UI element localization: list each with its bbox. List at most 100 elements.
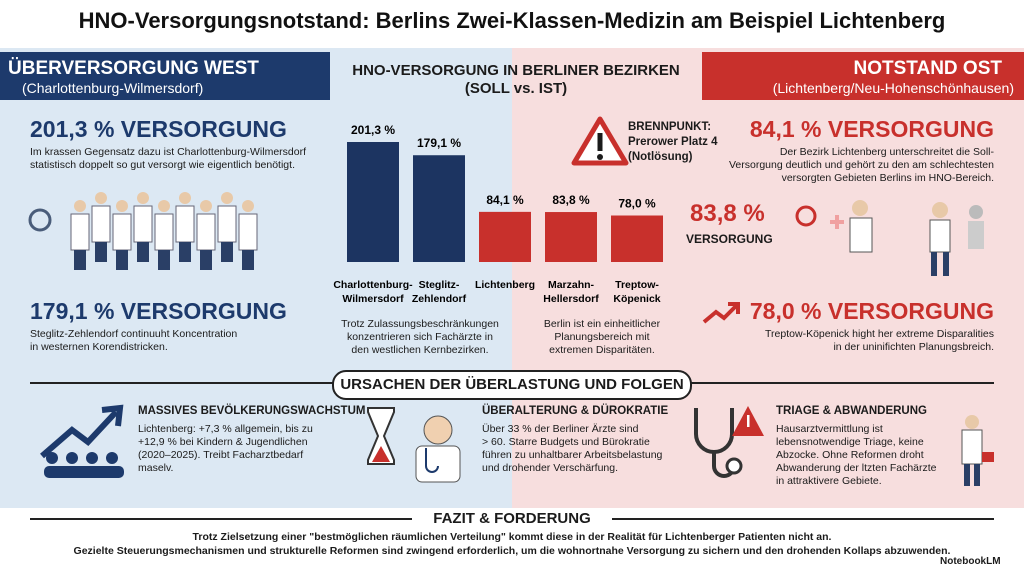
text-line: Der Bezirk Lichtenberg unterschreitet di… (779, 146, 994, 158)
value-label: 179,1 % (417, 136, 461, 150)
category-label: Treptow- (615, 279, 659, 291)
text-line: Planungsbereich mit (554, 331, 650, 343)
doctor-head (179, 192, 191, 204)
doctor-coat (217, 205, 237, 243)
bar (413, 155, 465, 262)
doctor-head (242, 200, 254, 212)
cause2-text: Über 33 % der Berliner Ärzte sind > 60. S… (482, 423, 662, 475)
doctor-legs (116, 250, 128, 270)
text-line: und drohender Verschärfung. (482, 462, 619, 474)
text-line: Gezielte Steuerungsmechanismen und struk… (73, 545, 951, 557)
category-label: Lichtenberg (475, 279, 535, 291)
west-subheading: (Charlottenburg-Wilmersdorf) (22, 80, 204, 96)
text-line: Trotz Zielsetzung einer "bestmöglichen r… (192, 531, 832, 543)
east-stat2-value: 83,8 % (690, 200, 765, 227)
bar (347, 142, 399, 262)
text-line: Lichtenberg: +7,3 % allgemein, bis zu (138, 423, 313, 435)
text-line: Prerower Platz 4 (628, 136, 718, 148)
value-label: 84,1 % (486, 193, 524, 207)
doctor-head (95, 192, 107, 204)
text-line: BRENNPUNKT: (628, 121, 712, 133)
west-header-bg (0, 52, 330, 100)
east-heading: NOTSTAND OST (853, 58, 1002, 79)
value-label: 83,8 % (552, 193, 590, 207)
page-title: HNO-Versorgungsnotstand: Berlins Zwei-Kl… (78, 8, 946, 33)
text-line: statistisch doppelt so gut versorgt wie … (30, 159, 295, 171)
brand: NotebookLM (940, 556, 1001, 567)
text-line: Hausarztvermittlung ist (776, 423, 883, 435)
text-line: in attraktivere Gebiete. (776, 475, 882, 487)
doctor-head (221, 192, 233, 204)
doctor-legs (179, 242, 191, 262)
doctor-head (74, 200, 86, 212)
cause1-text: Lichtenberg: +7,3 % allgemein, bis zu +12… (138, 423, 313, 475)
text-line: (2020–2025). Treibt Facharztbedarf (138, 449, 304, 461)
text-line: +12,9 % bei Kindern & Jugendlichen (138, 436, 308, 448)
doctor-coat (133, 205, 153, 243)
doctor-legs (221, 242, 233, 262)
value-label: 78,0 % (618, 197, 656, 211)
doctors-illustration (28, 192, 258, 270)
doctor-legs (74, 250, 86, 270)
text-line: versorgten Gebieten Berlins im HNO-Berei… (781, 172, 994, 184)
text-line: > 60. Starre Budgets und Bürokratie (482, 436, 650, 448)
text-line: Im krassen Gegensatz dazu ist Charlotten… (30, 146, 307, 158)
category-label: Zehlendorf (412, 293, 467, 305)
bar-chart: 201,3 % Charlottenburg- Wilmersdorf 179,1 %… (333, 123, 663, 305)
cause2-title: ÜBERALTERUNG & DÜROKRATIE (482, 405, 669, 417)
doctor-legs (137, 242, 149, 262)
growth-icon (40, 404, 124, 478)
east-header-bg (702, 52, 1024, 100)
bar (611, 215, 663, 262)
east-stat2-label: VERSORGUNG (686, 232, 773, 246)
category-label: Hellersdorf (543, 293, 599, 305)
doctor-legs (242, 250, 254, 270)
text-line: maselv. (138, 462, 174, 474)
warning-icon (571, 116, 629, 166)
cause1-title: MASSIVES BEVÖLKERUNGSWACHSTUM (138, 405, 366, 417)
doctor-legs (200, 250, 212, 270)
text-line: Treptow-Köpenick hight her extreme Dispa… (765, 328, 994, 340)
text-line: Steglitz-Zehlendorf continuuht Koncentra… (30, 328, 238, 340)
doctor-head (137, 192, 149, 204)
west-stat2-title: 179,1 % VERSORGUNG (30, 298, 287, 324)
aging-icon (367, 407, 461, 483)
text-line: den westlichen Kernbezirken. (351, 344, 489, 356)
category-label: Charlottenburg- (333, 279, 413, 291)
center-note-left: Trotz Zulassungsbeschränkungen konzentrie… (330, 318, 510, 357)
west-stat2-text: Steglitz-Zehlendorf continuuht Koncentra… (30, 328, 237, 354)
text-line: extremen Disparitäten. (549, 344, 655, 356)
text-line: führen zu unhaltbarer Arbeitsbelastung (482, 449, 663, 461)
text-line: Über 33 % der Berliner Ärzte sind (482, 423, 639, 435)
text-line: in westernen Korendistricken. (30, 341, 168, 353)
category-label: Steglitz- (419, 279, 460, 291)
value-label: 201,3 % (351, 123, 395, 137)
west-heading: ÜBERVERSORGUNG WEST (8, 58, 259, 79)
west-stat1-text: Im krassen Gegensatz dazu ist Charlotten… (30, 146, 306, 172)
east-stat1-text: Der Bezirk Lichtenberg unterschreitet di… (690, 146, 994, 185)
bar (545, 212, 597, 262)
center-subheading: (SOLL vs. IST) (464, 80, 568, 97)
text-line: lebensnotwendige Triage, keine (776, 436, 924, 448)
category-label: Wilmersdorf (342, 293, 404, 305)
text-line: Berlin ist ein einheitlicher (543, 318, 661, 330)
cause3-text: Hausarztvermittlung ist lebensnotwendige … (776, 423, 937, 488)
center-note-right: Berlin ist ein einheitlicher Planungsbere… (522, 318, 682, 357)
doctor-coat (154, 213, 174, 251)
doctor-coat (196, 213, 216, 251)
east-stat3-title: 78,0 % VERSORGUNG (749, 298, 994, 324)
east-stat1-title: 84,1 % VERSORGUNG (749, 116, 994, 142)
triage-icon (694, 406, 764, 478)
text-line: Versorgung deutlich und gehört zu den am… (728, 159, 994, 171)
west-stat1-title: 201,3 % VERSORGUNG (30, 116, 287, 142)
doctor-coat (91, 205, 111, 243)
east-stat3-text: Treptow-Köpenick hight her extreme Dispa… (690, 328, 994, 354)
doctor-head (200, 200, 212, 212)
doctor-head (116, 200, 128, 212)
text-line: Abwanderung der ltzten Fachärzte (776, 462, 937, 474)
doctor-coat (238, 213, 258, 251)
cause3-title: TRIAGE & ABWANDERUNG (776, 405, 927, 417)
category-label: Köpenick (613, 293, 660, 305)
doctor-coat (112, 213, 132, 251)
